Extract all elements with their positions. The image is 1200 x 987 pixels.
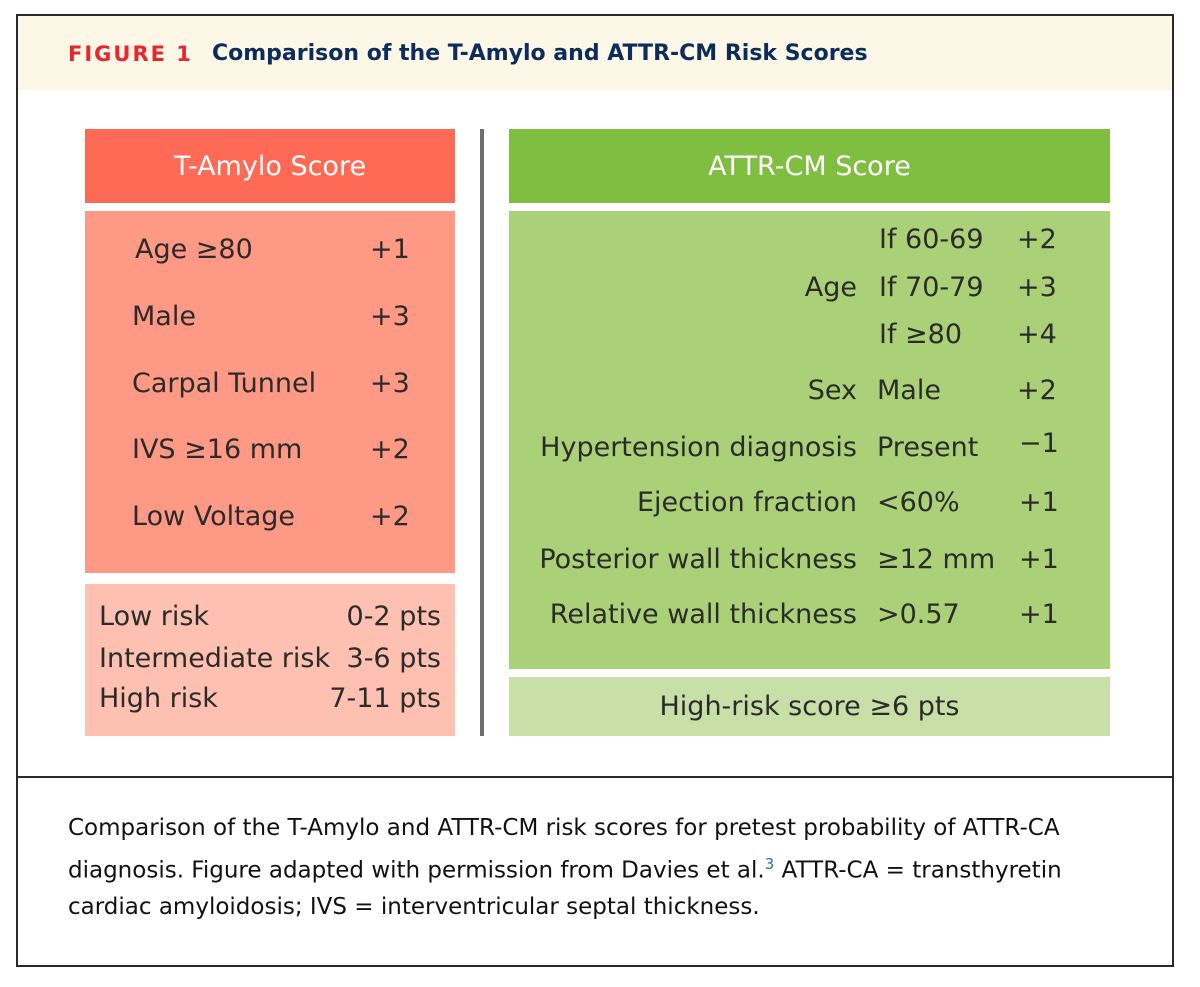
age-condition: If 70-79 [879, 272, 984, 303]
t-amylo-criterion-name: Male [132, 301, 196, 332]
risk-range: 3-6 pts [346, 643, 441, 674]
criterion-name: Ejection fraction [636, 487, 857, 518]
t-amylo-criterion-name: Age ≥80 [135, 234, 253, 265]
figure-header: FIGURE 1 Comparison of the T-Amylo and A… [18, 16, 1172, 90]
figure-frame: FIGURE 1 Comparison of the T-Amylo and A… [16, 14, 1174, 967]
attr-cm-criteria: If 60-69 +2 Age If 70-79 +3 If ≥80 +4 Se… [509, 211, 1110, 669]
t-amylo-criterion-name: IVS ≥16 mm [132, 434, 303, 465]
t-amylo-risk-levels: Low risk 0-2 pts Intermediate risk 3-6 p… [85, 584, 455, 736]
t-amylo-criterion-points: +3 [370, 368, 410, 399]
risk-level: Intermediate risk [99, 643, 331, 674]
criterion-condition: >0.57 [877, 599, 960, 630]
risk-level: Low risk [99, 601, 210, 632]
criterion-points: +2 [1017, 375, 1057, 406]
column-divider [480, 129, 484, 736]
criterion-points: +1 [1019, 487, 1059, 518]
t-amylo-criterion-name: Carpal Tunnel [132, 368, 317, 399]
criterion-name: Posterior wall thickness [539, 544, 857, 575]
t-amylo-criterion-points: +3 [370, 301, 410, 332]
criterion-condition: Present [877, 432, 979, 463]
criterion-condition: <60% [877, 487, 960, 518]
criterion-name: Hypertension diagnosis [540, 432, 857, 463]
caption-text-continued: ATTR-CA = transthyretin cardiac amyloido… [68, 857, 1062, 920]
reference-link[interactable]: 3 [764, 855, 775, 873]
age-points: +3 [1017, 272, 1057, 303]
age-points: +2 [1017, 224, 1057, 255]
criterion-points: +1 [1019, 599, 1059, 630]
caption-divider [18, 776, 1172, 778]
t-amylo-criteria: Age ≥80 +1 Male +3 Carpal Tunnel +3 IVS … [85, 211, 455, 573]
risk-range: 0-2 pts [346, 601, 441, 632]
t-amylo-criterion-name: Low Voltage [132, 501, 296, 532]
t-amylo-criterion-points: +1 [370, 234, 410, 265]
criterion-points: +1 [1019, 544, 1059, 575]
criterion-condition: ≥12 mm [877, 544, 996, 575]
attr-cm-threshold: High-risk score ≥6 pts [509, 677, 1110, 736]
t-amylo-criterion-points: +2 [370, 501, 410, 532]
figure-caption: Comparison of the T-Amylo and ATTR-CM ri… [68, 810, 1148, 925]
t-amylo-header: T-Amylo Score [85, 129, 455, 203]
criterion-name: Relative wall thickness [549, 599, 857, 630]
risk-range: 7-11 pts [329, 683, 441, 714]
criterion-condition: Male [877, 375, 941, 406]
attr-cm-header: ATTR-CM Score [509, 129, 1110, 203]
age-condition: If 60-69 [879, 224, 984, 255]
age-label: Age [804, 272, 857, 303]
figure-title: Comparison of the T-Amylo and ATTR-CM Ri… [212, 41, 868, 66]
caption-text: Comparison of the T-Amylo and ATTR-CM ri… [68, 815, 1060, 884]
figure-label: FIGURE 1 [68, 42, 193, 66]
criterion-points: −1 [1019, 428, 1059, 459]
criterion-name: Sex [807, 375, 857, 406]
t-amylo-criterion-points: +2 [370, 434, 410, 465]
age-condition: If ≥80 [879, 319, 963, 350]
risk-level: High risk [99, 683, 218, 714]
age-points: +4 [1017, 319, 1057, 350]
